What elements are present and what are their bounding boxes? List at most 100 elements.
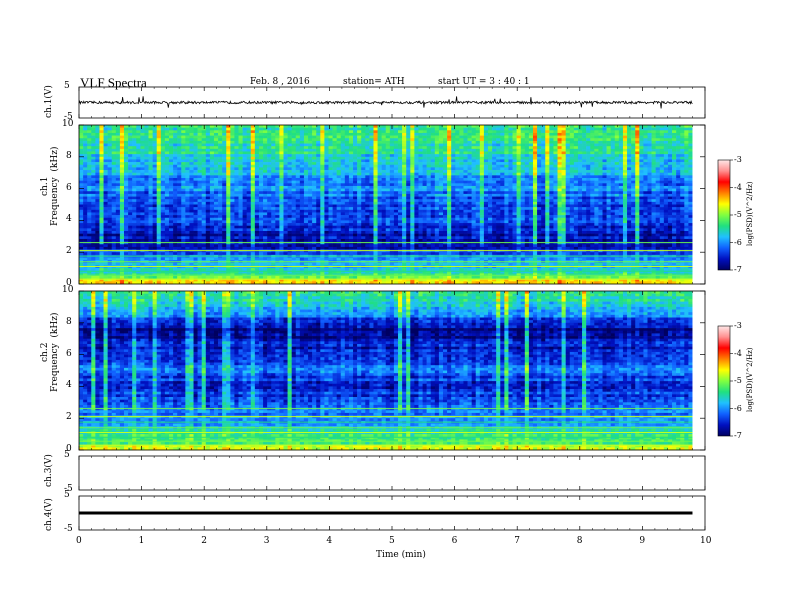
spectrogram-cell: [181, 143, 186, 147]
spectrogram-cell: [434, 172, 440, 176]
spectrogram-cell: [590, 188, 595, 192]
spectrogram-cell: [271, 185, 276, 189]
spectrogram-cell: [303, 201, 309, 205]
spectrogram-cell: [557, 138, 562, 142]
spectrogram-cell: [557, 183, 562, 187]
spectrogram-cell: [173, 127, 178, 131]
spectrogram-cell: [365, 167, 370, 171]
spectrogram-cell: [516, 148, 522, 152]
spectrogram-cell: [672, 185, 677, 189]
spectrogram-cell: [107, 175, 113, 179]
spectrogram-cell: [275, 132, 280, 136]
spectrogram-cell: [447, 151, 452, 155]
spectrogram-cell: [389, 154, 395, 158]
spectrogram-cell: [299, 148, 305, 152]
spectrogram-cell: [418, 183, 423, 187]
spectrogram-cell: [279, 175, 284, 179]
spectrogram-cell: [295, 138, 301, 142]
spectrogram-cell: [492, 188, 497, 192]
spectrogram-cell: [573, 201, 579, 205]
spectrogram-cell: [107, 178, 113, 181]
spectrogram-cell: [287, 159, 292, 163]
spectrogram-cell: [414, 196, 419, 200]
spectrogram-cell: [385, 151, 391, 155]
spectrogram-cell: [532, 159, 538, 163]
spectrogram-cell: [267, 188, 272, 192]
spectrogram-cell: [230, 191, 235, 195]
spectrogram-cell: [377, 167, 382, 171]
spectrogram-cell: [688, 178, 693, 181]
spectrogram-cell: [680, 146, 685, 150]
spectrogram-cell: [577, 207, 583, 211]
spectrogram-cell: [250, 127, 256, 131]
spectrogram-cell: [475, 159, 481, 163]
spectrogram-cell: [197, 159, 202, 163]
spectrogram-cell: [635, 130, 640, 134]
spectrogram-cell: [639, 127, 644, 131]
spectrogram-cell: [606, 193, 611, 197]
spectrogram-cell: [402, 138, 407, 142]
spectrogram-cell: [373, 175, 378, 179]
spectrogram-cell: [336, 132, 342, 136]
spectrogram-cell: [173, 180, 178, 184]
spectrogram-cell: [594, 185, 599, 189]
spectrogram-cell: [422, 146, 427, 150]
spectrogram-cell: [618, 156, 624, 160]
spectrogram-cell: [320, 170, 325, 173]
spectrogram-cell: [381, 209, 387, 213]
spectrogram-cell: [201, 159, 207, 163]
spectrogram-cell: [479, 196, 485, 200]
spectrogram-cell: [483, 154, 489, 158]
spectrogram-cell: [512, 143, 517, 147]
spectrogram-cell: [537, 188, 542, 192]
spectrogram-cell: [168, 193, 174, 197]
spectrogram-cell: [471, 199, 477, 203]
spectrogram-cell: [532, 188, 538, 192]
spectrogram-cell: [103, 143, 108, 147]
spectrogram-cell: [676, 199, 681, 203]
spectrogram-cell: [659, 167, 665, 171]
spectrogram-cell: [618, 151, 624, 155]
spectrogram-cell: [91, 193, 96, 197]
spectrogram-cell: [283, 201, 288, 205]
spectrogram-cell: [573, 135, 579, 139]
spectrogram-cell: [459, 125, 464, 128]
spectrogram-cell: [83, 156, 88, 160]
spectrogram-cell: [463, 143, 468, 147]
spectrogram-cell: [258, 167, 264, 171]
spectrogram-cell: [590, 196, 595, 200]
spectrogram-cell: [614, 154, 620, 158]
spectrogram-cell: [512, 130, 517, 134]
spectrogram-cell: [107, 138, 113, 142]
spectrogram-cell: [594, 167, 599, 171]
spectrogram-cell: [377, 130, 382, 134]
spectrogram-cell: [606, 188, 611, 192]
spectrogram-cell: [79, 180, 84, 184]
spectrogram-cell: [132, 138, 137, 142]
spectrogram-cell: [553, 148, 558, 152]
spectrogram-cell: [643, 146, 648, 150]
spectrogram-cell: [606, 164, 611, 168]
spectrogram-cell: [639, 140, 644, 144]
spectrogram-cell: [487, 148, 493, 152]
spectrogram-cell: [222, 209, 227, 213]
spectrogram-cell: [283, 172, 288, 176]
spectrogram-cell: [348, 146, 354, 150]
spectrogram-cell: [438, 178, 444, 181]
spectrogram-cell: [136, 127, 141, 131]
spectrogram-cell: [582, 135, 587, 139]
spectrogram-cell: [173, 167, 178, 171]
spectrogram-cell: [250, 178, 256, 181]
spectrogram-cell: [475, 167, 481, 171]
spectrogram-cell: [213, 127, 219, 131]
spectrogram-cell: [128, 180, 133, 184]
spectrogram-cell: [467, 164, 472, 168]
spectrogram-cell: [676, 175, 681, 179]
spectrogram-cell: [598, 156, 603, 160]
spectrogram-cell: [222, 154, 227, 158]
spectrogram-cell: [537, 175, 542, 179]
spectrogram-cell: [643, 207, 648, 211]
spectrogram-cell: [463, 146, 468, 150]
spectrogram-cell: [299, 191, 305, 195]
spectrogram-cell: [455, 178, 460, 181]
